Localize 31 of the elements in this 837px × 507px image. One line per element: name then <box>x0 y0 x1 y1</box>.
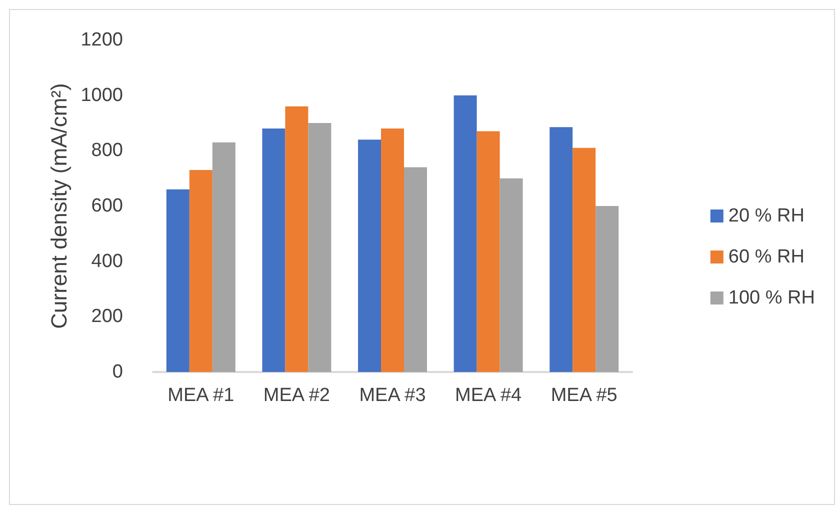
x-tick-label: MEA #2 <box>263 385 330 406</box>
bar <box>500 178 523 372</box>
legend-label: 60 % RH <box>728 246 804 268</box>
bar <box>285 106 308 372</box>
y-tick-label: 1200 <box>80 30 123 50</box>
y-tick-label: 800 <box>91 140 123 162</box>
x-tick-label: MEA #3 <box>359 385 426 406</box>
bar <box>381 128 404 372</box>
bar <box>404 167 427 372</box>
bar <box>454 95 477 372</box>
bar <box>358 140 382 372</box>
legend-label: 100 % RH <box>728 288 816 308</box>
x-tick-label: MEA #4 <box>455 385 522 406</box>
bar <box>212 142 236 372</box>
x-tick-label: MEA #5 <box>550 385 618 406</box>
bar <box>476 131 500 372</box>
legend-label: 20 % RH <box>728 206 804 226</box>
bar <box>262 128 286 372</box>
y-tick-label: 1000 <box>80 84 123 106</box>
y-axis-title: Current density (mA/cm²) <box>46 83 72 329</box>
bar <box>166 189 190 372</box>
y-tick-label: 200 <box>91 306 123 328</box>
bar <box>550 127 573 372</box>
y-tick-label: 400 <box>91 250 123 272</box>
bar <box>596 206 619 372</box>
bar <box>189 170 212 372</box>
y-tick-label: 600 <box>91 196 123 216</box>
bar <box>572 148 596 372</box>
x-tick-label: MEA #1 <box>168 385 234 406</box>
bar <box>308 123 332 372</box>
y-tick-label: 0 <box>112 362 123 382</box>
